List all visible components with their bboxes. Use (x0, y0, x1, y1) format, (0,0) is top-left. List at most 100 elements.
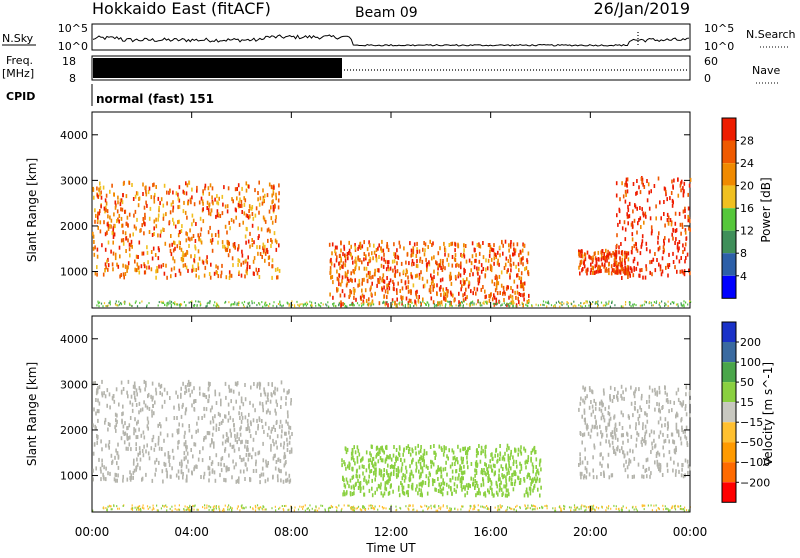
scatter-point (341, 275, 344, 280)
scatter-point (414, 300, 417, 305)
scatter-point (454, 242, 457, 247)
scatter-point (132, 232, 134, 237)
scatter-point (388, 267, 390, 272)
near-range-point (305, 304, 307, 307)
scatter-point (379, 276, 381, 281)
scatter-point (172, 256, 174, 261)
scatter-point (520, 271, 523, 276)
near-range-point (475, 303, 477, 306)
scatter-point (181, 423, 184, 428)
scatter-point (355, 469, 358, 474)
scatter-point (447, 262, 450, 267)
scatter-point (177, 233, 180, 238)
scatter-point (197, 428, 199, 433)
scatter-point (238, 476, 240, 481)
scatter-point (135, 388, 138, 393)
scatter-point (183, 457, 186, 462)
scatter-point (494, 470, 496, 475)
scatter-point (499, 477, 501, 482)
scatter-point (648, 206, 651, 211)
near-range-point (350, 507, 352, 510)
scatter-point (348, 461, 350, 466)
scatter-point (620, 242, 622, 246)
colorbar-tick-label: 50 (740, 376, 754, 389)
scatter-point (444, 297, 447, 302)
scatter-point (450, 276, 452, 281)
scatter-point (582, 398, 584, 403)
scatter-point (232, 199, 234, 204)
scatter-point (393, 465, 396, 470)
scatter-point (144, 387, 146, 392)
near-range-point (446, 507, 448, 509)
near-range-point (306, 507, 308, 510)
scatter-point (610, 271, 613, 276)
scatter-point (397, 456, 399, 461)
scatter-point (239, 204, 241, 208)
scatter-point (512, 300, 514, 305)
scatter-point (348, 248, 351, 253)
near-range-point (614, 304, 616, 307)
scatter-point (632, 224, 634, 229)
scatter-point (266, 432, 269, 437)
scatter-point (212, 416, 214, 421)
scatter-point (230, 273, 233, 278)
near-range-point (294, 305, 296, 308)
near-range-point (484, 506, 486, 509)
scatter-point (94, 219, 96, 224)
scatter-point (405, 465, 407, 470)
scatter-point (351, 301, 354, 306)
scatter-point (168, 190, 170, 195)
near-range-point (561, 301, 563, 304)
scatter-point (131, 244, 133, 249)
near-range-point (366, 303, 369, 306)
scatter-point (475, 449, 478, 453)
scatter-point (153, 447, 156, 452)
scatter-point (242, 402, 245, 407)
near-range-point (683, 303, 685, 306)
near-range-point (351, 506, 353, 509)
scatter-point (641, 207, 643, 212)
scatter-point (343, 460, 345, 465)
scatter-point (269, 435, 271, 440)
scatter-point (234, 433, 236, 438)
scatter-point (645, 241, 648, 246)
scatter-point (158, 446, 161, 451)
scatter-point (447, 456, 449, 461)
scatter-point (258, 245, 261, 250)
scatter-point (337, 278, 340, 283)
scatter-point (605, 439, 607, 444)
scatter-point (114, 455, 116, 460)
scatter-point (626, 268, 628, 273)
scatter-point (442, 480, 444, 485)
near-range-point (586, 301, 588, 304)
scatter-point (224, 381, 227, 386)
near-range-point (580, 302, 582, 305)
scatter-point (157, 217, 159, 222)
near-range-point (211, 509, 213, 512)
scatter-point (240, 396, 243, 401)
scatter-point (264, 193, 266, 198)
scatter-point (369, 451, 371, 456)
scatter-point (440, 266, 442, 270)
scatter-point (270, 429, 273, 434)
scatter-point (258, 418, 261, 423)
near-range-point (497, 506, 499, 509)
scatter-point (138, 410, 140, 415)
scatter-point (442, 452, 445, 457)
near-range-point (590, 508, 592, 511)
scatter-point (671, 432, 674, 437)
near-range-point (683, 300, 685, 303)
scatter-point (227, 186, 230, 191)
scatter-point (433, 450, 435, 455)
scatter-point (185, 385, 187, 389)
scatter-point (612, 445, 615, 450)
scatter-point (356, 459, 359, 464)
scatter-point (417, 491, 419, 496)
colorbar-tick-label: −50 (740, 436, 763, 449)
scatter-point (96, 434, 98, 439)
scatter-point (640, 225, 642, 229)
scatter-point (631, 237, 634, 242)
y-tick-label: 1000 (60, 470, 88, 483)
scatter-point (115, 428, 117, 433)
scatter-point (187, 459, 189, 464)
